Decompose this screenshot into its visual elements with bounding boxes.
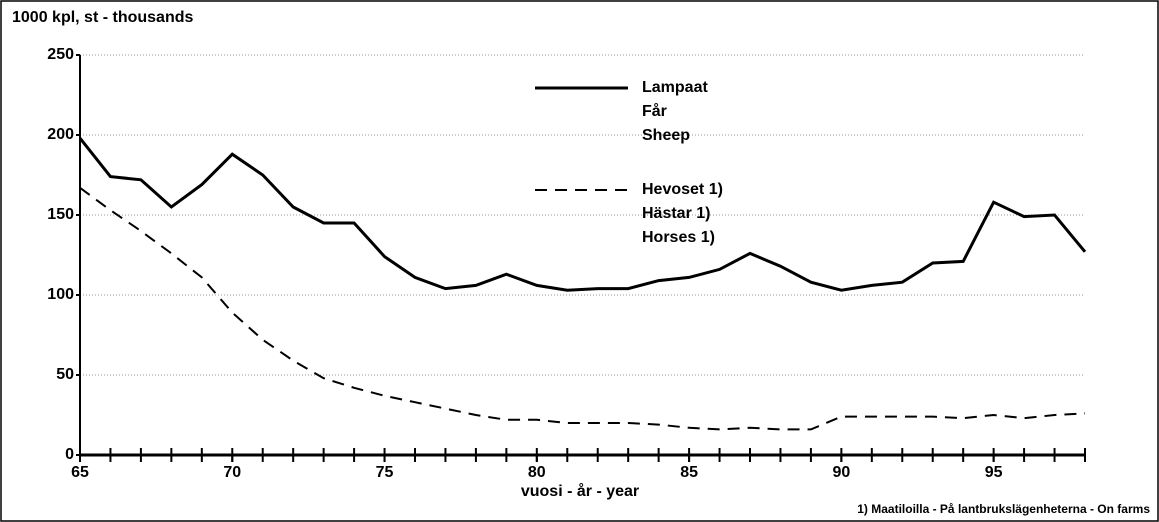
legend-label: Lampaat	[642, 79, 708, 96]
x-tick-label: 95	[985, 464, 1003, 481]
series-line	[78, 137, 1087, 292]
x-tick-label: 85	[680, 464, 698, 481]
legend-label: Horses 1)	[642, 229, 715, 246]
y-tick-label: 100	[47, 286, 74, 303]
legend-label: Hästar 1)	[642, 205, 710, 222]
x-tick-label: 90	[832, 464, 850, 481]
legend-label: Sheep	[642, 127, 690, 144]
y-tick-label: 200	[47, 126, 74, 143]
x-tick-label: 65	[71, 464, 89, 481]
legend-label: Hevoset 1)	[642, 181, 723, 198]
y-tick-label: 150	[47, 206, 74, 223]
legend-label: Får	[642, 102, 667, 120]
y-tick-label: 0	[65, 446, 74, 463]
x-tick-label: 70	[223, 464, 241, 481]
y-axis-label: 1000 kpl, st - thousands	[12, 9, 193, 26]
x-tick-label: 80	[528, 464, 546, 481]
footnote: 1) Maatiloilla - På lantbrukslägenhetern…	[857, 502, 1150, 516]
y-tick-label: 50	[56, 366, 74, 383]
x-tick-label: 75	[376, 464, 394, 481]
y-tick-label: 250	[47, 46, 74, 63]
x-axis-label: vuosi - år - year	[521, 482, 639, 500]
